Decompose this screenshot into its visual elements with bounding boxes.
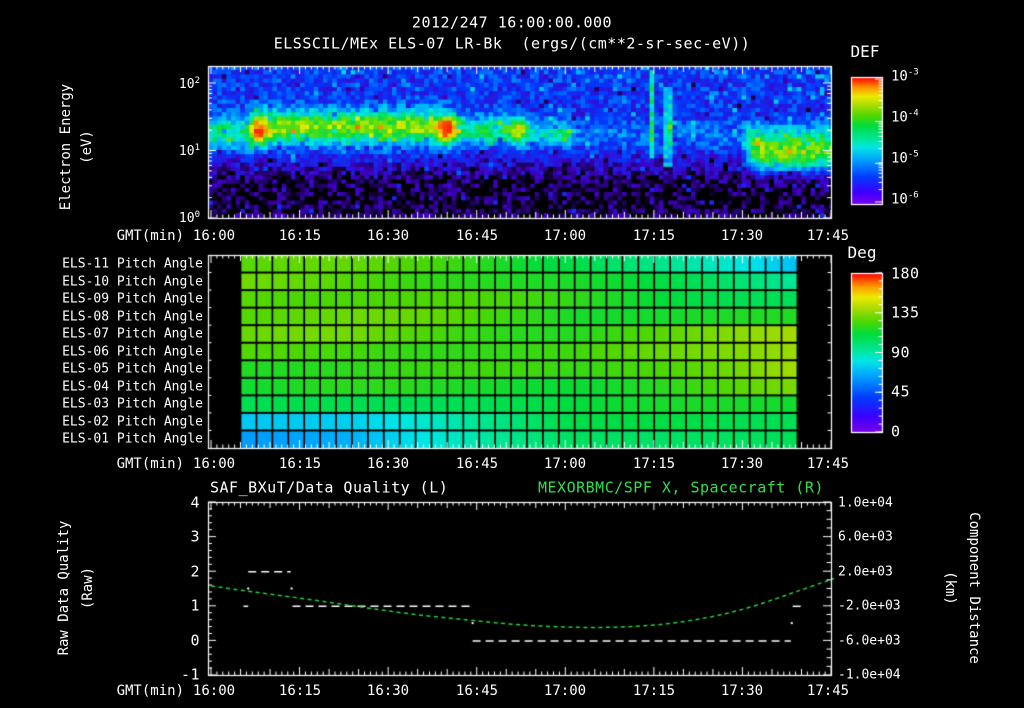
pitch-row-label: ELS-10 Pitch Angle bbox=[62, 274, 203, 290]
distance-y-tick: -1.0e+04 bbox=[838, 667, 901, 683]
gmt-tick-label: 17:45 bbox=[806, 228, 850, 244]
quality-y-tick: 0 bbox=[190, 631, 200, 650]
gmt-tick-label: 16:45 bbox=[455, 456, 499, 472]
deg-tick-label: 135 bbox=[891, 303, 920, 322]
distance-y-tick: 6.0e+03 bbox=[838, 529, 893, 545]
deg-tick-label: 45 bbox=[891, 382, 911, 401]
gmt-tick-label: 17:15 bbox=[632, 683, 676, 699]
pitch-row-label: ELS-03 Pitch Angle bbox=[62, 396, 203, 412]
pitch-row-label: ELS-11 Pitch Angle bbox=[62, 256, 203, 272]
gmt-tick-label: 17:00 bbox=[543, 228, 587, 244]
gmt-tick-label: 16:15 bbox=[278, 456, 322, 472]
quality-y-tick: 1 bbox=[190, 596, 200, 615]
gmt-tick-label: 16:00 bbox=[192, 456, 236, 472]
distance-y-tick: -2.0e+03 bbox=[838, 598, 901, 614]
distance-series-title: MEXORBMC/SPF X, Spacecraft (R) bbox=[538, 478, 824, 497]
spectrogram-y-tick: 100 bbox=[178, 209, 200, 227]
pitch-row-label: ELS-06 Pitch Angle bbox=[62, 344, 203, 360]
gmt-tick-label: 16:00 bbox=[192, 683, 236, 699]
time-axis-label: GMT(min) bbox=[116, 228, 184, 244]
spectrogram-y-tick: 101 bbox=[178, 142, 200, 160]
pitch-row-label: ELS-08 Pitch Angle bbox=[62, 309, 203, 325]
quality-y-tick: 3 bbox=[190, 527, 200, 546]
pitch-row-label: ELS-04 Pitch Angle bbox=[62, 379, 203, 395]
page-title-date: 2012/247 16:00:00.000 bbox=[411, 13, 613, 32]
quality-y-tick: 2 bbox=[190, 562, 200, 581]
gmt-tick-label: 17:45 bbox=[806, 683, 850, 699]
distance-y-tick: -6.0e+03 bbox=[838, 633, 901, 649]
gmt-tick-label: 17:00 bbox=[543, 456, 587, 472]
deg-tick-label: 180 bbox=[891, 264, 920, 283]
gmt-tick-label: 16:30 bbox=[366, 456, 410, 472]
gmt-tick-label: 17:15 bbox=[632, 228, 676, 244]
def-tick-label: 10-4 bbox=[891, 108, 919, 126]
gmt-tick-label: 17:15 bbox=[632, 456, 676, 472]
pitch-row-label: ELS-02 Pitch Angle bbox=[62, 414, 203, 430]
gmt-tick-label: 16:30 bbox=[366, 228, 410, 244]
gmt-tick-label: 16:15 bbox=[278, 683, 322, 699]
pitch-row-label: ELS-09 Pitch Angle bbox=[62, 291, 203, 307]
distance-y-axis-label: Component Distance bbox=[966, 512, 982, 664]
time-axis-label: GMT(min) bbox=[116, 683, 184, 699]
distance-y-axis-units: (km) bbox=[942, 571, 958, 605]
gmt-tick-label: 16:45 bbox=[455, 683, 499, 699]
quality-y-axis-label: Raw Data Quality bbox=[56, 520, 72, 656]
quality-y-axis-units: (Raw) bbox=[80, 566, 96, 610]
gmt-tick-label: 17:30 bbox=[720, 683, 764, 699]
pitch-row-label: ELS-07 Pitch Angle bbox=[62, 326, 203, 342]
def-tick-label: 10-6 bbox=[891, 190, 919, 208]
quality-y-tick: -1 bbox=[180, 665, 200, 684]
quality-y-tick: 4 bbox=[190, 493, 200, 512]
gmt-tick-label: 17:30 bbox=[720, 456, 764, 472]
time-axis-label: GMT(min) bbox=[116, 456, 184, 472]
def-colorbar-title: DEF bbox=[850, 42, 880, 61]
quality-series-title: SAF_BXuT/Data Quality (L) bbox=[210, 478, 449, 497]
spectrogram-y-axis-units: (eV) bbox=[79, 130, 95, 164]
def-tick-label: 10-5 bbox=[891, 149, 919, 167]
pitch-row-label: ELS-01 Pitch Angle bbox=[62, 431, 203, 447]
gmt-tick-label: 16:00 bbox=[192, 228, 236, 244]
gmt-tick-label: 17:30 bbox=[720, 228, 764, 244]
deg-colorbar-title: Deg bbox=[847, 243, 877, 262]
distance-y-tick: 2.0e+03 bbox=[838, 564, 893, 580]
page-title-instrument: ELSSCIL/MEx ELS-07 LR-Bk (ergs/(cm**2-sr… bbox=[273, 34, 751, 53]
deg-tick-label: 0 bbox=[891, 422, 901, 441]
gmt-tick-label: 16:45 bbox=[455, 228, 499, 244]
distance-y-tick: 1.0e+04 bbox=[838, 495, 893, 511]
gmt-tick-label: 16:15 bbox=[278, 228, 322, 244]
pitch-row-label: ELS-05 Pitch Angle bbox=[62, 361, 203, 377]
gmt-tick-label: 17:45 bbox=[806, 456, 850, 472]
deg-tick-label: 90 bbox=[891, 343, 911, 362]
spectrogram-y-tick: 102 bbox=[178, 75, 200, 93]
def-tick-label: 10-3 bbox=[891, 67, 919, 85]
gmt-tick-label: 16:30 bbox=[366, 683, 410, 699]
spectrogram-y-axis-label: Electron Energy bbox=[58, 83, 74, 211]
gmt-tick-label: 17:00 bbox=[543, 683, 587, 699]
